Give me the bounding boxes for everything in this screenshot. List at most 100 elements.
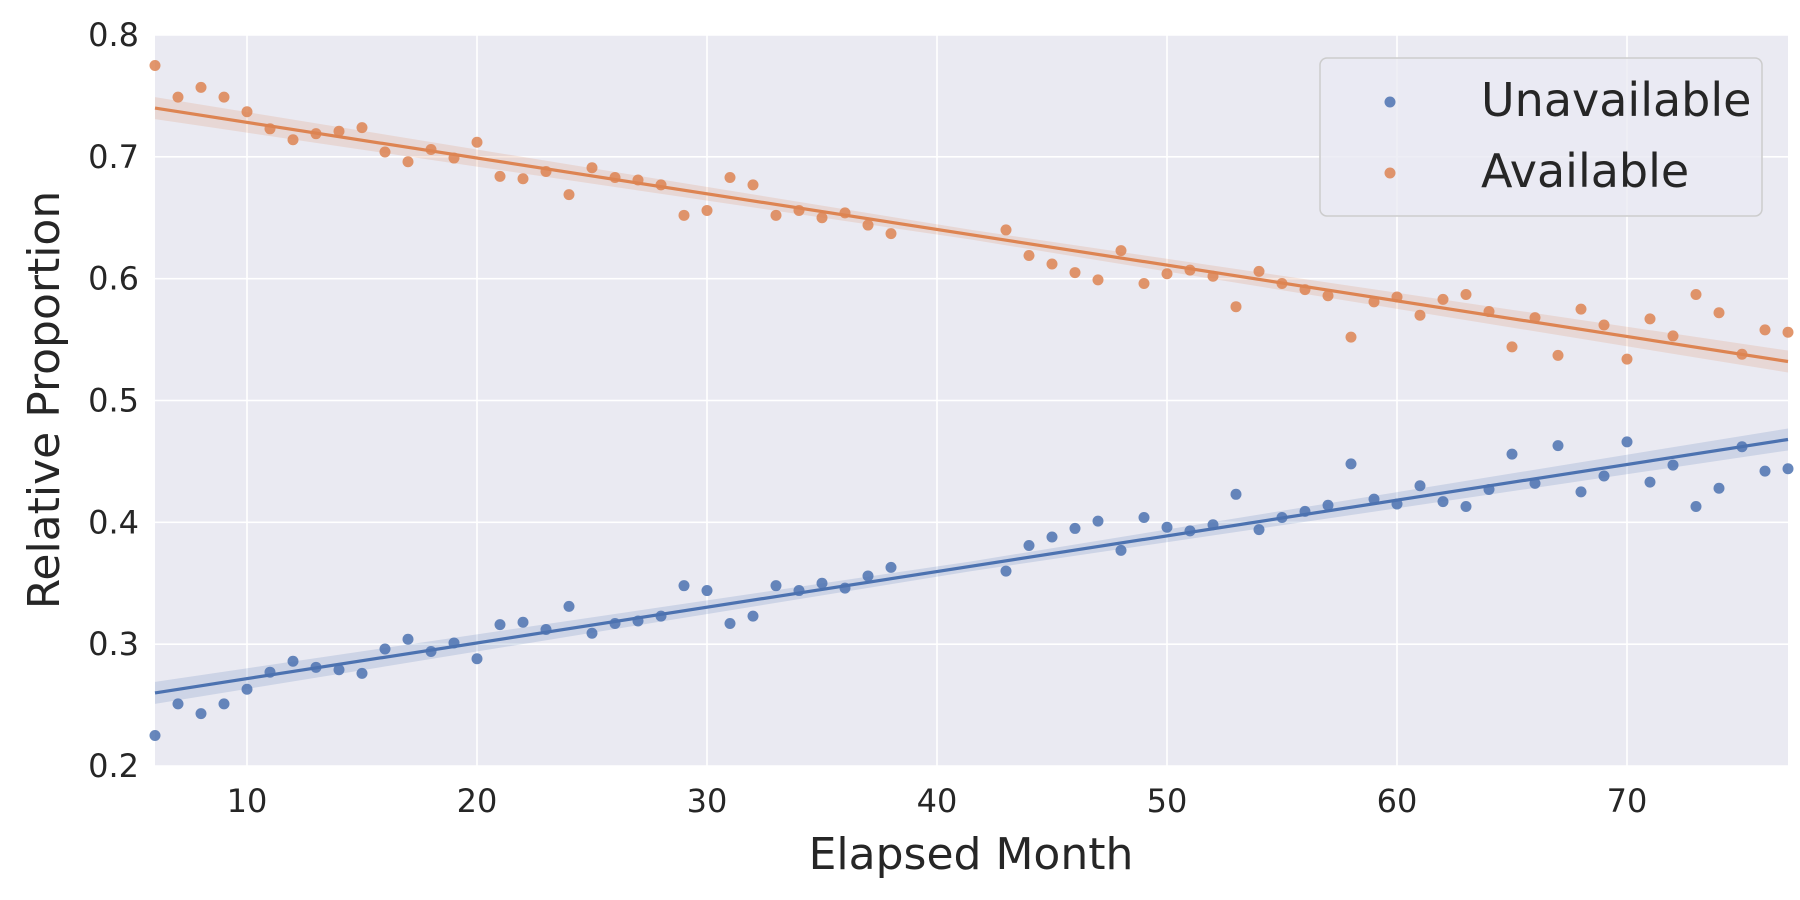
data-point-available — [172, 91, 184, 103]
data-point-unavailable — [1621, 436, 1633, 448]
data-point-unavailable — [517, 616, 529, 628]
data-point-unavailable — [287, 655, 299, 667]
data-point-unavailable — [1598, 470, 1610, 482]
data-point-available — [816, 212, 828, 224]
data-point-available — [1713, 307, 1725, 319]
data-point-available — [310, 128, 322, 140]
data-point-unavailable — [1437, 496, 1449, 508]
data-point-available — [563, 189, 575, 201]
data-point-unavailable — [172, 698, 184, 710]
data-point-available — [1414, 309, 1426, 321]
data-point-unavailable — [494, 619, 506, 631]
data-point-unavailable — [1460, 500, 1472, 512]
x-tick-label: 20 — [457, 782, 498, 820]
data-point-available — [333, 125, 345, 137]
data-point-available — [1000, 224, 1012, 236]
data-point-unavailable — [1322, 499, 1334, 511]
data-point-available — [1759, 324, 1771, 336]
data-point-available — [1368, 296, 1380, 308]
data-point-available — [1023, 250, 1035, 262]
data-point-available — [1138, 278, 1150, 290]
data-point-unavailable — [379, 643, 391, 655]
data-point-available — [1667, 330, 1679, 342]
data-point-available — [1345, 331, 1357, 343]
data-point-unavailable — [1713, 482, 1725, 494]
data-point-unavailable — [885, 561, 897, 573]
y-tick-label: 0.8 — [88, 16, 139, 54]
data-point-available — [1483, 306, 1495, 318]
data-point-available — [1322, 290, 1334, 302]
data-point-available — [425, 144, 437, 156]
data-point-available — [1644, 313, 1656, 325]
data-point-unavailable — [425, 645, 437, 657]
data-point-available — [701, 204, 713, 216]
data-point-unavailable — [1506, 448, 1518, 460]
data-point-unavailable — [1253, 524, 1265, 536]
data-point-unavailable — [793, 585, 805, 597]
data-points — [149, 59, 1794, 742]
data-point-available — [1161, 268, 1173, 280]
data-point-available — [1207, 270, 1219, 282]
data-point-unavailable — [540, 624, 552, 636]
data-point-unavailable — [839, 582, 851, 594]
data-point-available — [1621, 353, 1633, 365]
data-point-available — [218, 91, 230, 103]
grid — [155, 34, 1788, 767]
data-point-unavailable — [264, 666, 276, 678]
data-point-unavailable — [1023, 539, 1035, 551]
data-point-available — [747, 179, 759, 191]
data-point-available — [655, 179, 667, 191]
data-point-unavailable — [1644, 476, 1656, 488]
data-point-available — [287, 134, 299, 146]
data-point-unavailable — [563, 600, 575, 612]
data-point-available — [609, 172, 621, 184]
data-point-available — [839, 207, 851, 219]
legend-marker-available — [1384, 167, 1396, 179]
data-point-available — [402, 156, 414, 168]
data-point-available — [1046, 258, 1058, 270]
data-point-unavailable — [724, 617, 736, 629]
data-point-available — [1391, 291, 1403, 303]
data-point-unavailable — [1207, 519, 1219, 531]
data-point-available — [1460, 289, 1472, 301]
data-point-available — [885, 228, 897, 240]
data-point-available — [1690, 289, 1702, 301]
x-tick-label: 40 — [917, 782, 958, 820]
data-point-available — [356, 122, 368, 134]
data-point-unavailable — [770, 580, 782, 592]
data-point-available — [1437, 293, 1449, 305]
data-point-available — [1552, 349, 1564, 361]
data-point-available — [724, 172, 736, 184]
data-point-available — [1230, 301, 1242, 313]
data-point-available — [149, 59, 161, 71]
data-point-unavailable — [632, 615, 644, 627]
data-point-available — [1276, 278, 1288, 290]
data-point-unavailable — [1345, 458, 1357, 470]
data-point-unavailable — [678, 580, 690, 592]
data-point-unavailable — [609, 617, 621, 629]
x-tick-label: 10 — [227, 782, 268, 820]
legend: Unavailable Available — [1319, 57, 1763, 217]
data-point-available — [264, 123, 276, 135]
data-point-available — [586, 162, 598, 174]
data-point-available — [1253, 265, 1265, 277]
data-point-available — [1575, 303, 1587, 315]
data-point-unavailable — [448, 637, 460, 649]
data-point-available — [632, 174, 644, 186]
data-point-available — [1069, 267, 1081, 279]
data-point-unavailable — [816, 577, 828, 589]
data-point-unavailable — [1184, 525, 1196, 537]
data-point-available — [1529, 312, 1541, 324]
legend-box — [1319, 57, 1763, 217]
legend-label-available: Available — [1481, 144, 1689, 198]
data-point-unavailable — [747, 610, 759, 622]
data-point-unavailable — [1414, 480, 1426, 492]
data-point-available — [540, 165, 552, 177]
data-point-available — [1092, 274, 1104, 286]
data-point-unavailable — [1092, 515, 1104, 527]
data-point-unavailable — [1483, 483, 1495, 495]
data-point-unavailable — [1368, 493, 1380, 505]
data-point-unavailable — [1000, 565, 1012, 577]
y-tick-label: 0.7 — [88, 138, 139, 176]
data-point-available — [1736, 348, 1748, 360]
